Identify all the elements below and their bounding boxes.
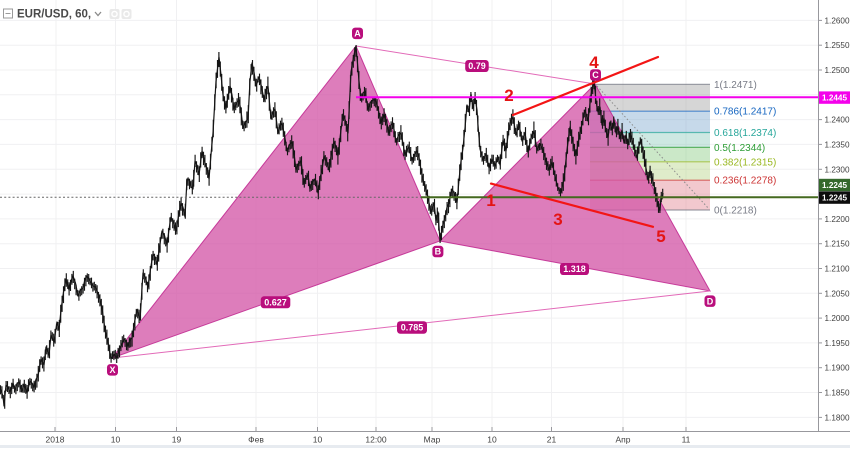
svg-text:1.2150: 1.2150 bbox=[825, 239, 850, 249]
svg-text:10: 10 bbox=[487, 435, 497, 445]
svg-text:10: 10 bbox=[313, 435, 323, 445]
svg-text:Апр: Апр bbox=[616, 435, 631, 445]
svg-text:D: D bbox=[707, 296, 714, 306]
svg-text:0.382(1.2315): 0.382(1.2315) bbox=[714, 157, 776, 168]
svg-text:1.1800: 1.1800 bbox=[825, 412, 850, 422]
svg-text:X: X bbox=[109, 365, 115, 375]
svg-text:4: 4 bbox=[589, 53, 599, 72]
svg-text:19: 19 bbox=[172, 435, 182, 445]
svg-text:0.79: 0.79 bbox=[468, 61, 486, 71]
svg-text:EUR/USD, 60,: EUR/USD, 60, bbox=[17, 9, 91, 21]
svg-text:10: 10 bbox=[111, 435, 121, 445]
svg-text:0.785: 0.785 bbox=[401, 323, 424, 333]
svg-text:0.618(1.2374): 0.618(1.2374) bbox=[714, 128, 776, 139]
svg-text:1.2050: 1.2050 bbox=[825, 288, 850, 298]
svg-text:1.2245: 1.2245 bbox=[822, 180, 847, 190]
svg-text:A: A bbox=[354, 29, 361, 39]
svg-text:1.1950: 1.1950 bbox=[825, 338, 850, 348]
svg-text:1.2500: 1.2500 bbox=[825, 65, 850, 75]
svg-text:1.2400: 1.2400 bbox=[825, 115, 850, 125]
svg-text:5: 5 bbox=[656, 227, 665, 246]
svg-text:1.2000: 1.2000 bbox=[825, 313, 850, 323]
svg-text:0(1.2218): 0(1.2218) bbox=[714, 206, 757, 217]
svg-text:1.2245: 1.2245 bbox=[822, 193, 847, 203]
svg-text:1.1900: 1.1900 bbox=[825, 363, 850, 373]
svg-text:3: 3 bbox=[553, 210, 562, 229]
svg-text:21: 21 bbox=[547, 435, 557, 445]
svg-text:1.2300: 1.2300 bbox=[825, 164, 850, 174]
svg-text:0.786(1.2417): 0.786(1.2417) bbox=[714, 107, 776, 118]
svg-text:1(1.2471): 1(1.2471) bbox=[714, 80, 757, 91]
svg-text:1.2350: 1.2350 bbox=[825, 139, 850, 149]
svg-text:B: B bbox=[435, 247, 442, 257]
svg-text:1.318: 1.318 bbox=[563, 264, 586, 274]
svg-text:11: 11 bbox=[682, 435, 691, 445]
svg-text:0.236(1.2278): 0.236(1.2278) bbox=[714, 176, 776, 187]
svg-text:1: 1 bbox=[486, 191, 495, 210]
svg-text:1.2600: 1.2600 bbox=[825, 15, 850, 25]
svg-text:Фев: Фев bbox=[248, 435, 264, 445]
svg-text:0.627: 0.627 bbox=[264, 298, 287, 308]
svg-text:1.2200: 1.2200 bbox=[825, 214, 850, 224]
svg-text:1.1850: 1.1850 bbox=[825, 388, 850, 398]
svg-text:Мар: Мар bbox=[424, 435, 441, 445]
svg-text:1.2550: 1.2550 bbox=[825, 40, 850, 50]
svg-text:C: C bbox=[592, 70, 599, 80]
svg-text:2018: 2018 bbox=[46, 435, 65, 445]
svg-text:2: 2 bbox=[504, 86, 513, 105]
svg-text:1.2445: 1.2445 bbox=[822, 93, 847, 103]
svg-text:0.5(1.2344): 0.5(1.2344) bbox=[714, 143, 765, 154]
svg-text:12:00: 12:00 bbox=[365, 435, 387, 445]
svg-text:1.2100: 1.2100 bbox=[825, 264, 850, 274]
